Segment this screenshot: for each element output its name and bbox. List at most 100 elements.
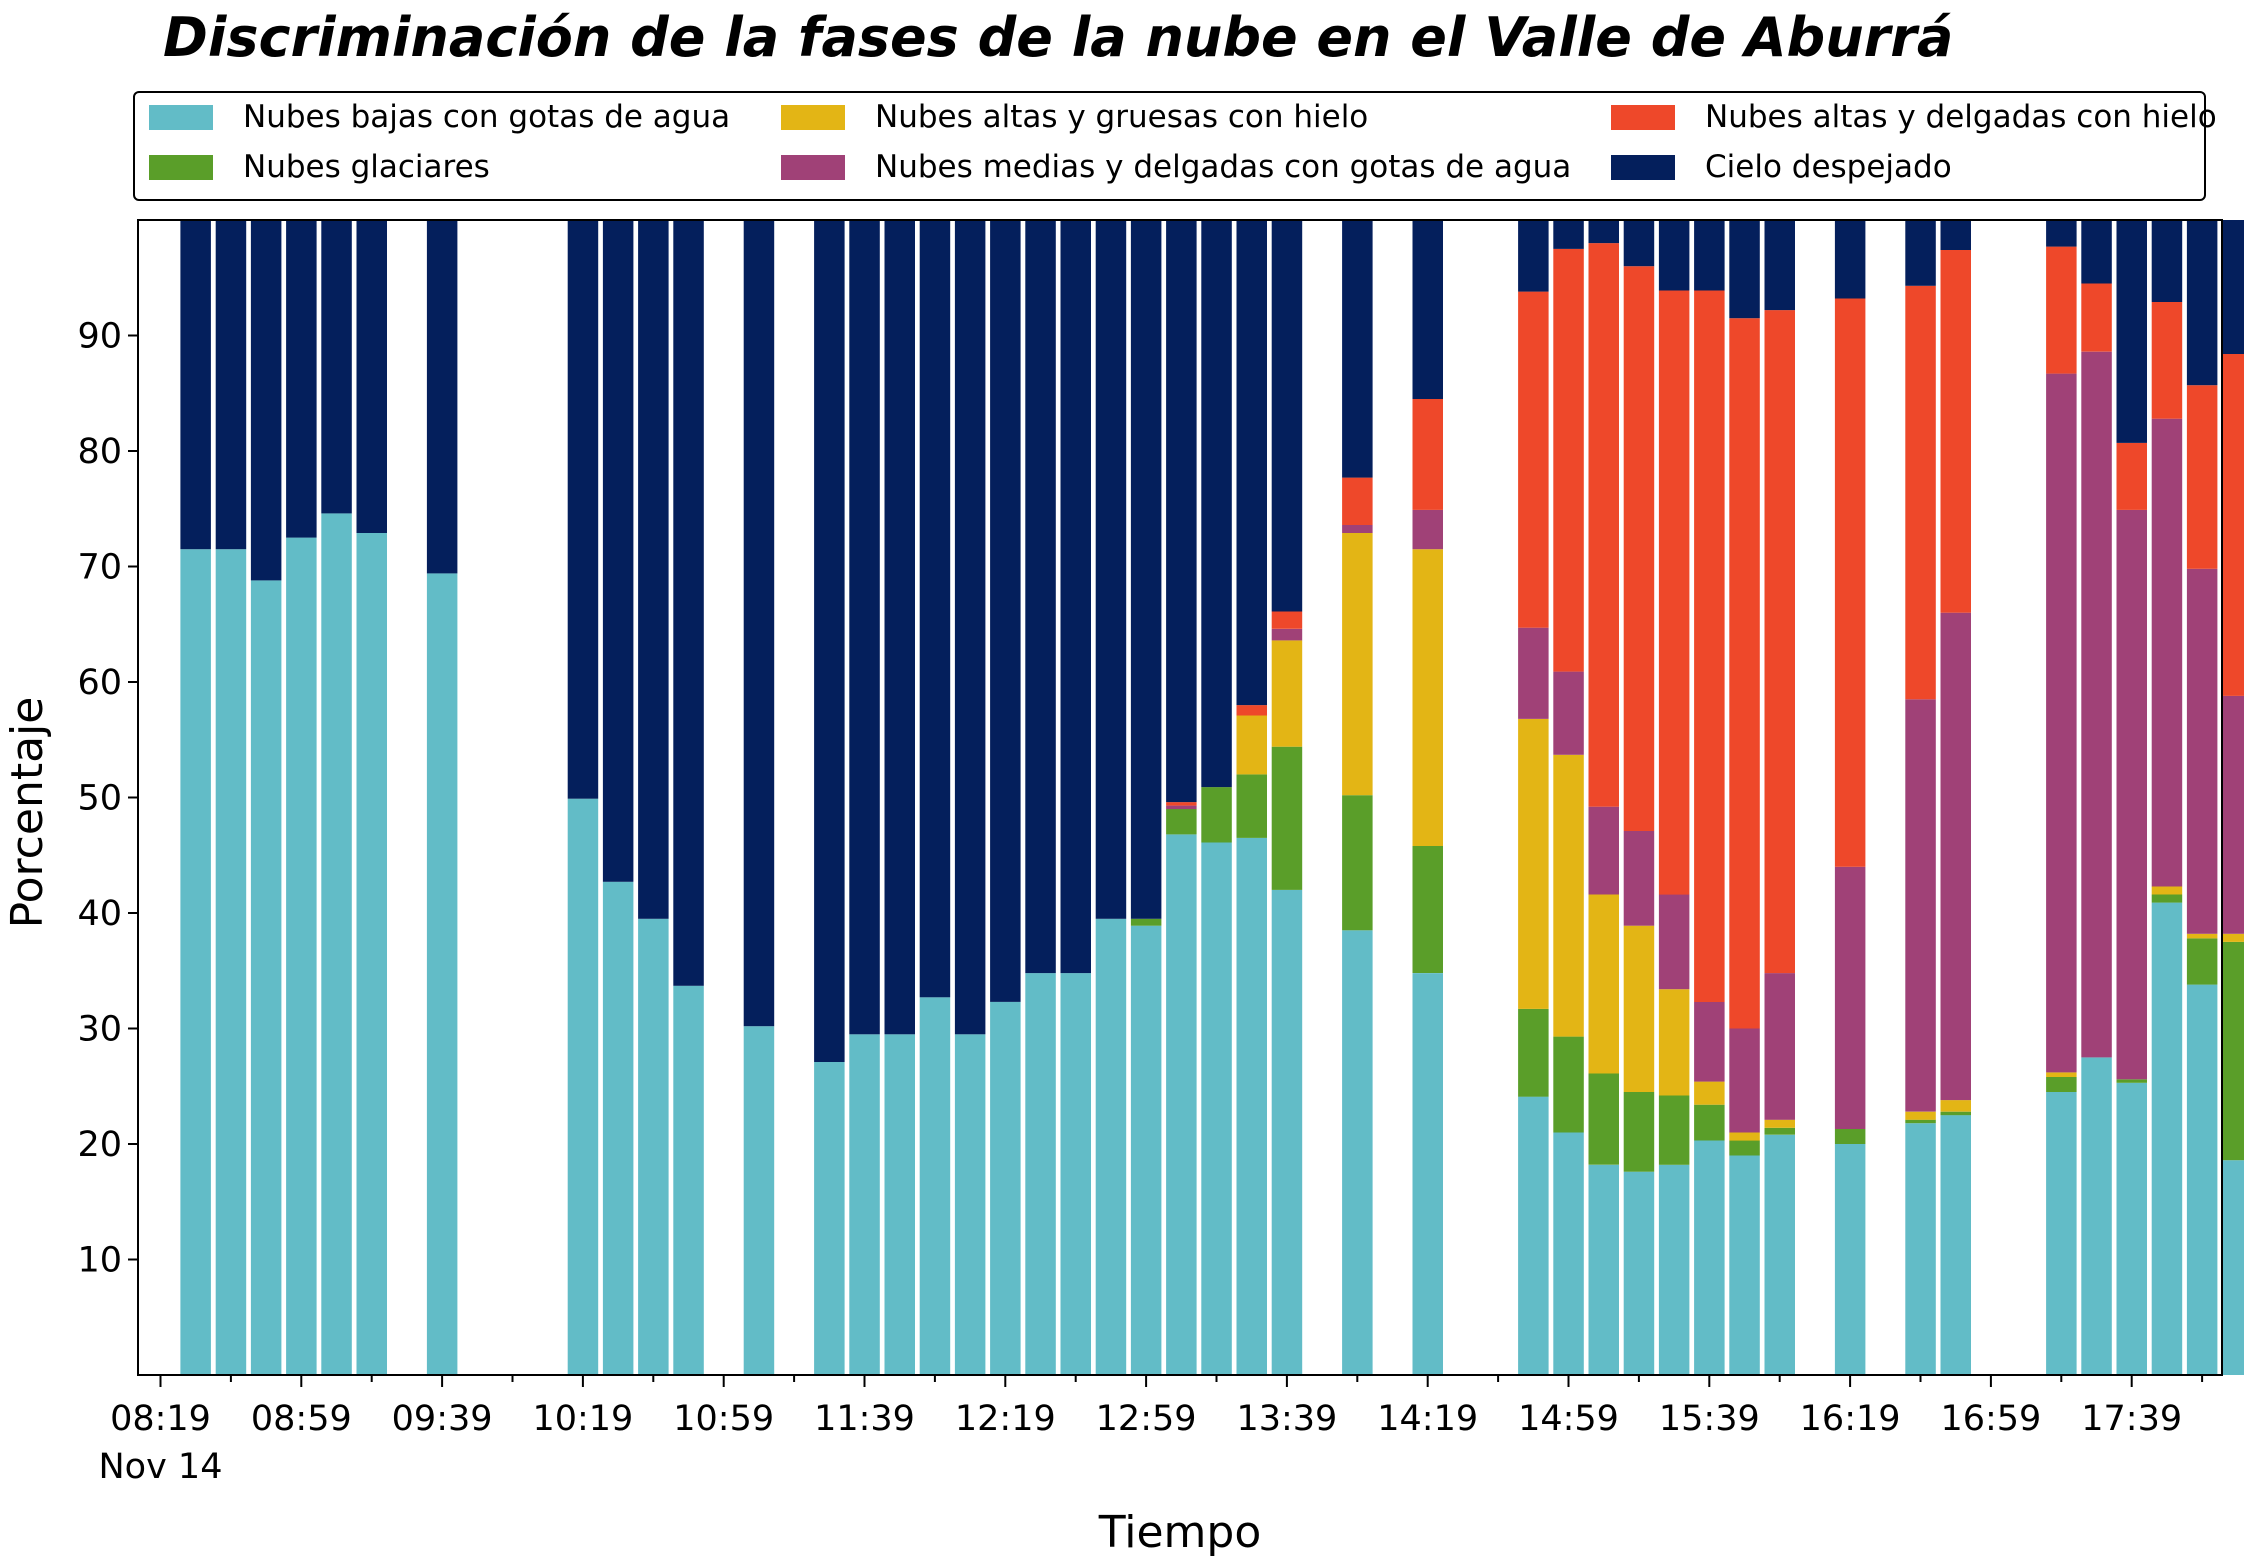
bar-stack [1412, 220, 1443, 1375]
x-axis: 08:19 Nov 14 08:59 09:39 10:19 10:59 11:39 12:1… [99, 1375, 2204, 1487]
bar-segment [1940, 1111, 1971, 1116]
bar-segment [2186, 385, 2218, 569]
bar-stack [1166, 220, 1197, 1375]
bar-segment [426, 220, 458, 574]
bar-segment [1130, 220, 1162, 919]
bar-segment [1694, 1140, 1725, 1375]
y-tick-label: 90 [77, 317, 122, 357]
bar-stack [2081, 220, 2112, 1375]
legend-item: Nubes bajas con gotas de agua [149, 97, 730, 137]
bar-segment [2081, 1057, 2112, 1375]
bar-segment [2116, 509, 2147, 1080]
bar-segment [1623, 831, 1655, 926]
bar-stack [602, 220, 634, 1375]
x-tick-label: 14:19 [1377, 1399, 1478, 1439]
legend-swatch [781, 154, 845, 180]
bar-segment [1764, 1134, 1795, 1375]
bar-segment [1412, 399, 1443, 510]
legend-item: Nubes medias y delgadas con gotas de agu… [781, 147, 1571, 187]
bar-segment [1905, 1111, 1936, 1120]
bar-stack [1658, 220, 1690, 1375]
bar-segment [1412, 973, 1443, 1375]
bar-stack [2046, 220, 2077, 1375]
bar-segment [673, 985, 704, 1375]
x-tick-label: 10:19 [532, 1399, 633, 1439]
bar-segment [743, 220, 775, 1027]
bar-segment [1623, 266, 1655, 831]
bar-segment [1342, 524, 1373, 533]
bar-segment [1905, 1123, 1936, 1375]
legend-label: Nubes medias y delgadas con gotas de agu… [875, 149, 1572, 185]
bar-segment [321, 220, 352, 514]
bar-stack [1623, 220, 1655, 1375]
bar-segment [1588, 894, 1619, 1074]
bar-segment [1729, 220, 1760, 319]
bar-segment [2081, 351, 2112, 1058]
bar-segment [1905, 1119, 1936, 1124]
bar-stack [990, 220, 1021, 1375]
bar-segment [2186, 568, 2218, 934]
bar-segment [990, 220, 1021, 1002]
y-tick-label: 50 [77, 779, 122, 819]
bar-segment [1342, 220, 1373, 478]
bar-segment [1940, 1100, 1971, 1112]
bar-segment [1940, 250, 1971, 613]
bar-segment [1025, 973, 1056, 1375]
bar-stack [2222, 220, 2244, 1375]
bar-segment [1834, 1144, 1866, 1375]
bar-segment [1764, 220, 1795, 311]
bar-stack [1095, 220, 1127, 1375]
bar-segment [215, 220, 247, 550]
bar-segment [1095, 918, 1127, 1375]
legend: Nubes bajas con gotas de agua Nubes glac… [133, 91, 2217, 201]
bar-segment [1553, 1036, 1584, 1133]
bar-segment [1236, 774, 1267, 838]
bar-segment [1060, 220, 1091, 974]
bar-segment [919, 997, 951, 1375]
x-tick-label: 16:59 [1940, 1399, 2041, 1439]
bar-segment [1412, 509, 1443, 550]
y-tick-label: 20 [77, 1125, 122, 1165]
x-axis-label: Tiempo [1098, 1507, 1262, 1558]
bar-segment [1518, 1008, 1549, 1097]
bar-segment [1764, 1127, 1795, 1135]
bar-segment [1412, 846, 1443, 973]
bar-segment [1236, 837, 1267, 1375]
bar-segment [1729, 1155, 1760, 1375]
bar-stack [1940, 220, 1971, 1375]
bar-segment [1588, 806, 1619, 895]
bar-segment [638, 918, 669, 1375]
bar-segment [1518, 719, 1549, 1009]
bar-stack [1342, 220, 1373, 1375]
bar-segment [567, 220, 599, 799]
bar-stack [1834, 220, 1866, 1375]
bar-stack [1588, 220, 1619, 1375]
y-axis: 10 20 30 40 50 60 70 80 90 [77, 317, 138, 1281]
bar-segment [1201, 220, 1232, 788]
bars-layer [180, 220, 2244, 1375]
bar-segment [1271, 220, 1303, 612]
bar-segment [1658, 989, 1690, 1096]
bar-segment [1271, 640, 1303, 747]
bar-stack [567, 220, 599, 1375]
bar-segment [2081, 283, 2112, 352]
bar-segment [1588, 1073, 1619, 1165]
bar-segment [2116, 220, 2147, 443]
bar-segment [1834, 298, 1866, 867]
x-tick-label: 14:59 [1518, 1399, 1619, 1439]
bar-segment [2046, 220, 2077, 247]
bar-stack [1518, 220, 1549, 1375]
bar-segment [743, 1026, 775, 1375]
legend-item: Nubes glaciares [149, 147, 490, 187]
bar-segment [1553, 220, 1584, 249]
y-tick-label: 40 [77, 894, 122, 934]
bar-segment [1940, 1115, 1971, 1375]
x-tick-label: 11:39 [814, 1399, 915, 1439]
bar-segment [954, 1034, 986, 1375]
legend-label: Nubes altas y gruesas con hielo [875, 99, 1369, 135]
x-tick-label: 08:59 [251, 1399, 352, 1439]
bar-segment [1095, 220, 1127, 919]
bar-segment [1412, 220, 1443, 399]
bar-segment [1834, 1129, 1866, 1144]
bar-segment [1166, 220, 1197, 803]
